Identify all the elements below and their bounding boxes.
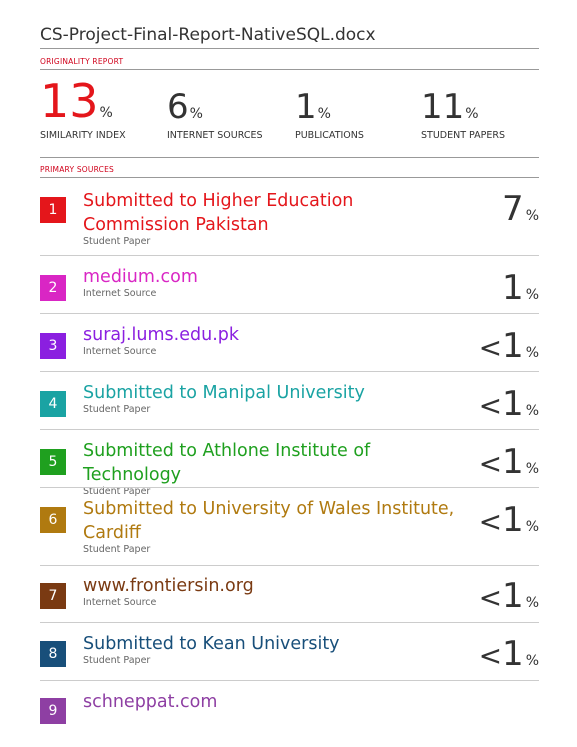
source-percentage: 7%	[502, 192, 539, 226]
source-unit: %	[525, 403, 539, 419]
publications-stat: 1% PUBLICATIONS	[295, 90, 364, 141]
source-type: Internet Source	[83, 346, 157, 357]
source-value: 1	[502, 326, 524, 366]
source-type: Student Paper	[83, 544, 151, 555]
source-rank-badge: 9	[40, 698, 66, 724]
source-percentage: <1%	[479, 387, 539, 421]
source-name[interactable]: Submitted to Kean University	[83, 634, 340, 654]
originality-divider	[40, 69, 539, 70]
internet-sources-unit: %	[189, 106, 203, 122]
source-type: Student Paper	[83, 486, 151, 497]
source-value: 7	[502, 189, 524, 229]
source-less-than: <	[478, 505, 503, 538]
source-rank-badge: 3	[40, 333, 66, 359]
source-less-than: <	[478, 639, 503, 672]
source-percentage: <1%	[479, 329, 539, 363]
source-percentage	[537, 695, 539, 729]
student-papers-unit: %	[465, 106, 479, 122]
source-type: Internet Source	[83, 288, 157, 299]
publications-value: 1	[295, 87, 317, 127]
source-rank-badge: 4	[40, 391, 66, 417]
similarity-index-label: SIMILARITY INDEX	[40, 130, 126, 141]
title-divider	[40, 48, 539, 49]
source-unit: %	[525, 287, 539, 303]
source-name[interactable]: Submitted to Higher Education Commission…	[83, 191, 354, 235]
student-papers-stat: 11% STUDENT PAPERS	[421, 90, 505, 141]
publications-unit: %	[317, 106, 331, 122]
row-divider	[40, 680, 539, 681]
row-divider	[40, 487, 539, 488]
internet-sources-label: INTERNET SOURCES	[167, 130, 263, 141]
primary-sources-label: PRIMARY SOURCES	[40, 165, 114, 174]
source-type: Student Paper	[83, 236, 151, 247]
source-name[interactable]: Submitted to Athlone Institute of Techno…	[83, 441, 371, 485]
source-type: Student Paper	[83, 404, 151, 415]
document-title: CS-Project-Final-Report-NativeSQL.docx	[40, 25, 376, 45]
primary-sources-divider	[40, 177, 539, 178]
similarity-index-value: 13	[40, 74, 99, 128]
source-percentage: <1%	[479, 445, 539, 479]
stats-divider	[40, 157, 539, 158]
source-type: Internet Source	[83, 597, 157, 608]
source-name[interactable]: medium.com	[83, 267, 198, 287]
internet-sources-stat: 6% INTERNET SOURCES	[167, 90, 263, 141]
row-divider	[40, 429, 539, 430]
source-value: 1	[502, 442, 524, 482]
row-divider	[40, 622, 539, 623]
publications-label: PUBLICATIONS	[295, 130, 364, 141]
source-percentage: <1%	[479, 637, 539, 671]
similarity-index-unit: %	[99, 105, 113, 121]
internet-sources-value: 6	[167, 87, 189, 127]
source-percentage: 1%	[502, 271, 539, 305]
row-divider	[40, 313, 539, 314]
source-less-than: <	[478, 331, 503, 364]
source-name[interactable]: schneppat.com	[83, 692, 218, 712]
source-rank-badge: 7	[40, 583, 66, 609]
source-name[interactable]: www.frontiersin.org	[83, 576, 254, 596]
source-unit: %	[525, 461, 539, 477]
source-value: 1	[502, 576, 524, 616]
source-rank-badge: 6	[40, 507, 66, 533]
row-divider	[40, 565, 539, 566]
source-value: 1	[502, 384, 524, 424]
source-value: 1	[502, 634, 524, 674]
row-divider	[40, 371, 539, 372]
source-name[interactable]: Submitted to Manipal University	[83, 383, 365, 403]
student-papers-value: 11	[421, 87, 465, 127]
source-percentage: <1%	[479, 503, 539, 537]
source-rank-badge: 2	[40, 275, 66, 301]
source-rank-badge: 8	[40, 641, 66, 667]
originality-report-label: ORIGINALITY REPORT	[40, 57, 124, 66]
source-percentage: <1%	[479, 579, 539, 613]
source-name[interactable]: suraj.lums.edu.pk	[83, 325, 240, 345]
source-rank-badge: 1	[40, 197, 66, 223]
source-less-than: <	[478, 389, 503, 422]
source-value: 1	[502, 268, 524, 308]
source-less-than: <	[478, 581, 503, 614]
student-papers-label: STUDENT PAPERS	[421, 130, 506, 141]
source-value: 1	[502, 500, 524, 540]
source-unit: %	[525, 653, 539, 669]
row-divider	[40, 255, 539, 256]
source-name[interactable]: Submitted to University of Wales Institu…	[83, 499, 455, 543]
source-less-than: <	[478, 447, 503, 480]
source-type: Student Paper	[83, 655, 151, 666]
source-rank-badge: 5	[40, 449, 66, 475]
source-unit: %	[525, 345, 539, 361]
source-unit: %	[525, 208, 539, 224]
source-unit: %	[525, 595, 539, 611]
source-unit: %	[525, 519, 539, 535]
similarity-index-stat: 13% SIMILARITY INDEX	[40, 78, 126, 141]
